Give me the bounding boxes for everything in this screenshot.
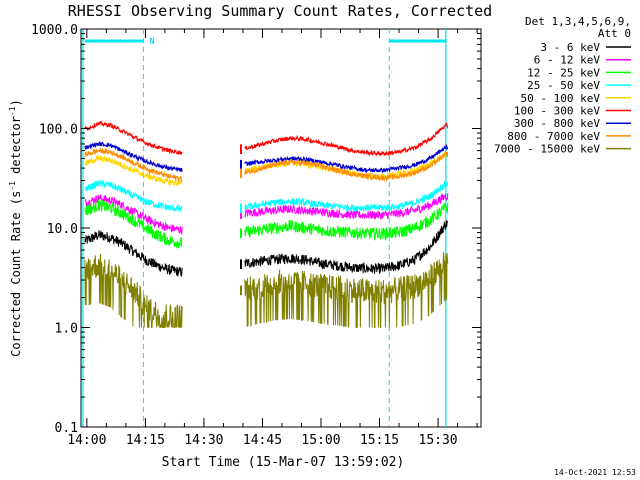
legend-label-0: 3 - 6 keV — [540, 41, 600, 54]
x-axis: 14:00 14:15 14:30 14:45 15:00 15:15 15:30 — [67, 29, 478, 448]
series-7 — [84, 147, 449, 183]
x-tick-label-1: 14:15 — [126, 433, 165, 448]
series-line-5-seg0 — [84, 120, 183, 156]
x-tick-label-3: 14:45 — [243, 433, 282, 448]
series-line-2-seg1 — [244, 202, 449, 241]
y-tick-label-4: 1000.0 — [31, 23, 78, 38]
legend-label-6: 300 - 800 keV — [514, 117, 600, 130]
series-line-1-seg1 — [244, 192, 449, 220]
y-axis-label-main: Corrected Count Rate (s — [9, 191, 23, 357]
series-0 — [84, 220, 449, 278]
legend-label-8: 7000 - 15000 keV — [494, 143, 600, 156]
y-tick-label-3: 100.0 — [39, 123, 78, 138]
legend-label-2: 12 - 25 keV — [527, 66, 600, 79]
x-tick-label-5: 15:15 — [360, 433, 399, 448]
series-line-0-seg1 — [244, 220, 449, 274]
series-line-3-seg1 — [244, 180, 449, 213]
legend-header-line1: Det 1,3,4,5,6,9, — [525, 15, 631, 28]
series-6 — [84, 141, 449, 174]
series-line-0-seg0 — [84, 230, 183, 278]
legend-label-4: 50 - 100 keV — [521, 92, 601, 105]
series-line-6-seg0 — [84, 141, 183, 172]
legend-label-1: 6 - 12 keV — [534, 54, 601, 67]
y-axis-label: Corrected Count Rate (s-1 detector-1) — [8, 99, 23, 357]
y-tick-label-2: 10.0 — [47, 222, 78, 237]
x-tick-label-4: 15:00 — [301, 433, 340, 448]
y-axis: 0.1 1.0 10.0 100.0 1000.0 — [31, 23, 481, 436]
series-line-3-seg0 — [84, 179, 183, 213]
series-line-1-seg0 — [84, 194, 183, 235]
y-axis-label-sup1: -1 — [8, 181, 17, 191]
y-axis-label-mid: detector — [9, 116, 23, 181]
series-8 — [84, 252, 449, 328]
y-tick-label-0: 0.1 — [55, 421, 78, 436]
legend-header-line2: Att 0 — [598, 27, 631, 40]
series-line-6-seg1 — [244, 144, 449, 174]
chart-title: RHESSI Observing Summary Count Rates, Co… — [68, 2, 492, 20]
series-layer — [84, 120, 449, 328]
legend-label-7: 800 - 7000 keV — [507, 130, 600, 143]
annotation-n: N — [149, 37, 154, 47]
series-line-7-seg1 — [244, 150, 449, 182]
series-line-8-seg0 — [84, 253, 183, 328]
y-axis-label-end: ) — [9, 99, 23, 106]
y-axis-label-sup2: -1 — [8, 106, 17, 116]
x-tick-label-0: 14:00 — [67, 433, 106, 448]
series-2 — [84, 199, 449, 249]
timestamp: 14-Oct-2021 12:53 — [554, 468, 636, 477]
series-line-4-seg0 — [84, 154, 183, 186]
x-axis-label: Start Time (15-Mar-07 13:59:02) — [162, 455, 405, 470]
legend-label-5: 100 - 300 keV — [514, 105, 600, 118]
series-line-7-seg0 — [84, 147, 183, 183]
series-line-8-seg1 — [244, 252, 449, 328]
x-tick-label-6: 15:30 — [419, 433, 458, 448]
series-3 — [84, 179, 449, 214]
x-tick-label-2: 14:30 — [184, 433, 223, 448]
y-tick-label-1: 1.0 — [55, 322, 78, 337]
series-5 — [84, 120, 449, 157]
series-line-5-seg1 — [244, 122, 449, 157]
series-line-2-seg0 — [84, 199, 183, 249]
legend-label-3: 25 - 50 keV — [527, 79, 600, 92]
